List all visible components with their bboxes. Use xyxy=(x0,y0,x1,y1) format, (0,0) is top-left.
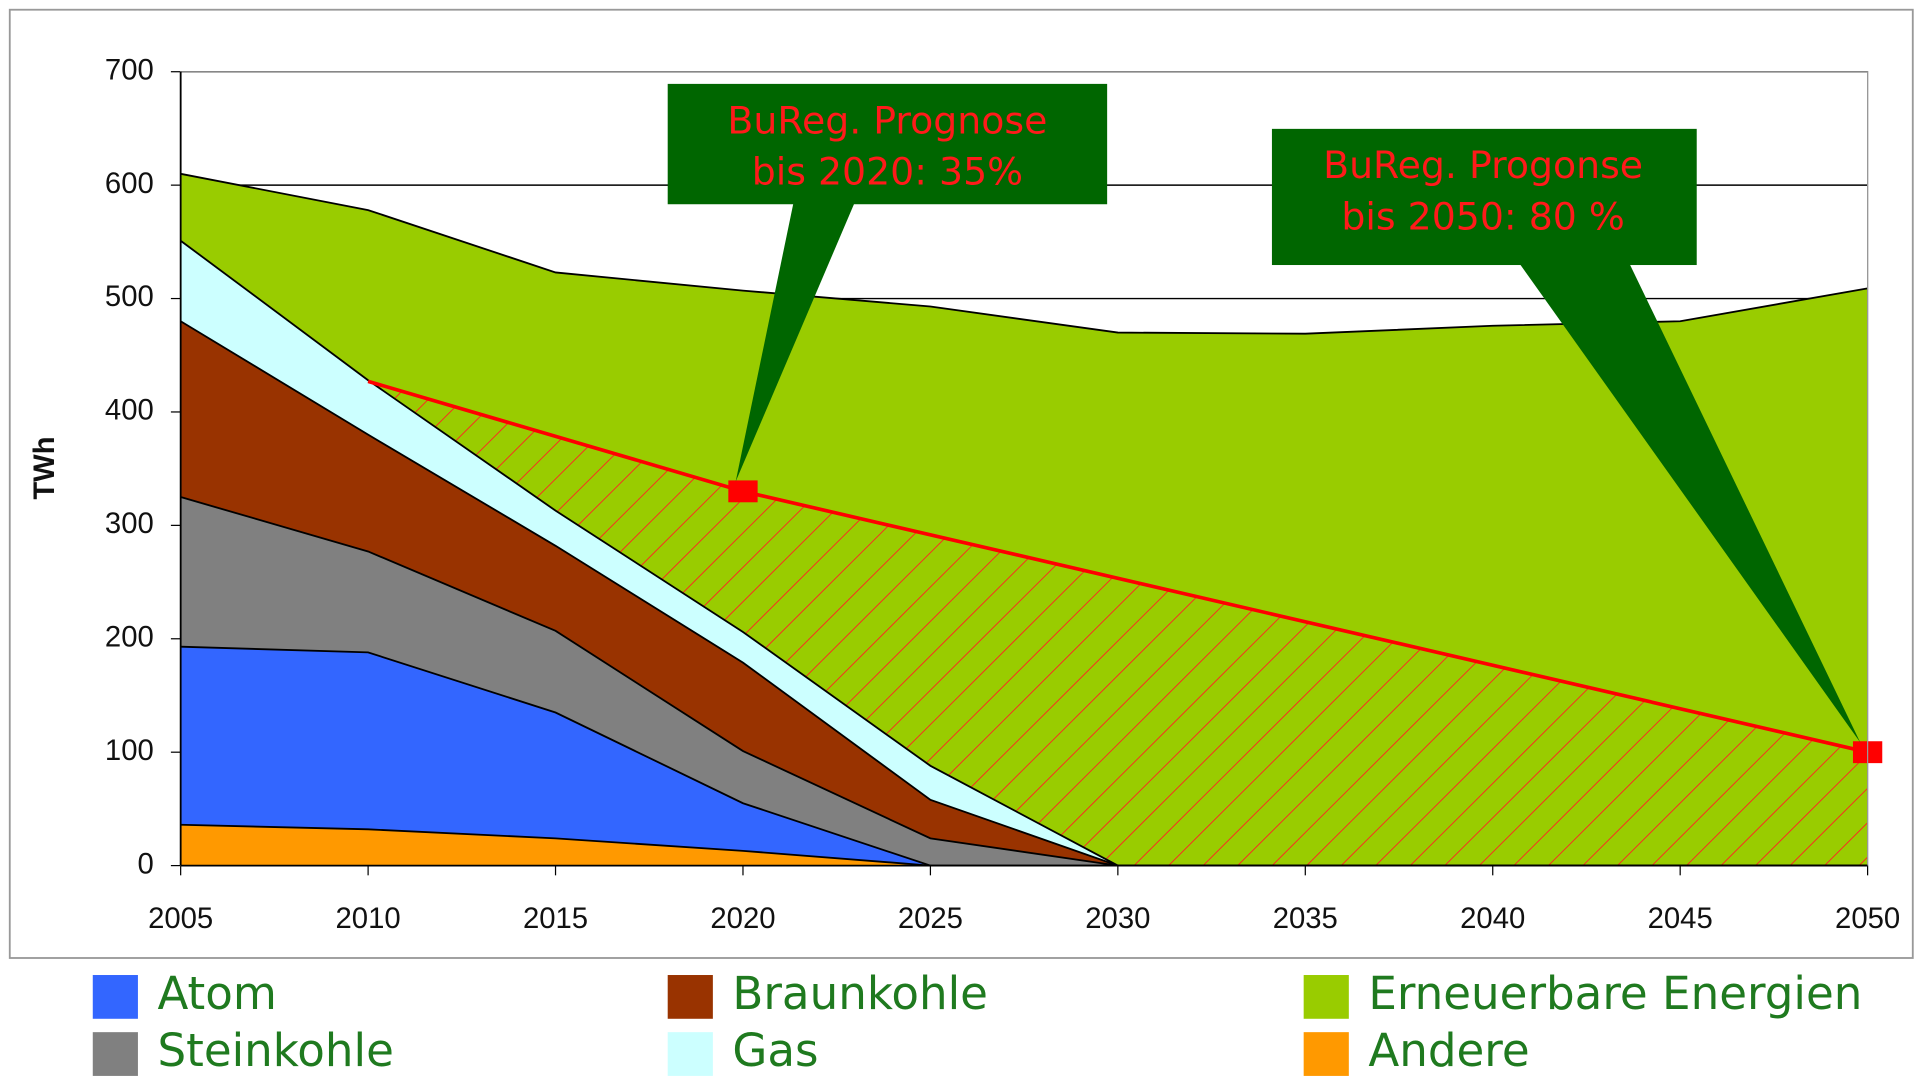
legend-label: Andere xyxy=(1368,1024,1529,1077)
legend-label: Steinkohle xyxy=(157,1024,393,1077)
callout-box xyxy=(667,83,1108,205)
legend-swatch xyxy=(667,1032,713,1076)
callout-text: BuReg. Progonse xyxy=(1323,143,1643,187)
x-tick-label: 2030 xyxy=(1085,903,1150,935)
legend-swatch xyxy=(92,1032,138,1076)
x-tick-label: 2005 xyxy=(148,903,213,935)
legend-swatch xyxy=(667,975,713,1019)
y-tick-label: 200 xyxy=(105,622,154,654)
legend-swatch xyxy=(1303,975,1349,1019)
area xyxy=(180,321,1868,866)
y-tick-label: 700 xyxy=(105,54,154,86)
y-tick-label: 300 xyxy=(105,508,154,540)
x-tick-label: 2040 xyxy=(1460,903,1525,935)
legend-swatch xyxy=(1303,1032,1349,1076)
y-axis-label: TWh xyxy=(29,436,61,499)
callout-text: BuReg. Prognose xyxy=(727,98,1047,142)
y-tick-label: 500 xyxy=(105,281,154,313)
callout-text: bis 2050: 80 % xyxy=(1341,194,1624,238)
legend-label: Braunkohle xyxy=(732,967,988,1020)
area xyxy=(180,646,1868,866)
legend-label: Atom xyxy=(157,967,276,1020)
y-tick-label: 100 xyxy=(105,735,154,767)
legend-swatch xyxy=(92,975,138,1019)
x-tick-label: 2025 xyxy=(898,903,963,935)
x-tick-label: 2045 xyxy=(1648,903,1713,935)
x-tick-label: 2015 xyxy=(523,903,588,935)
x-tick-label: 2035 xyxy=(1273,903,1338,935)
x-tick-label: 2020 xyxy=(710,903,775,935)
callout-box xyxy=(1271,128,1697,266)
x-tick-label: 2010 xyxy=(336,903,401,935)
callout-text: bis 2020: 35% xyxy=(752,149,1023,193)
area xyxy=(180,824,1868,866)
y-tick-label: 0 xyxy=(138,848,154,880)
y-tick-label: 400 xyxy=(105,395,154,427)
target-marker xyxy=(728,480,758,503)
x-tick-label: 2050 xyxy=(1835,903,1900,935)
legend-label: Gas xyxy=(732,1024,818,1077)
y-tick-label: 600 xyxy=(105,168,154,200)
area xyxy=(180,497,1868,866)
legend-label: Erneuerbare Energien xyxy=(1368,967,1862,1020)
